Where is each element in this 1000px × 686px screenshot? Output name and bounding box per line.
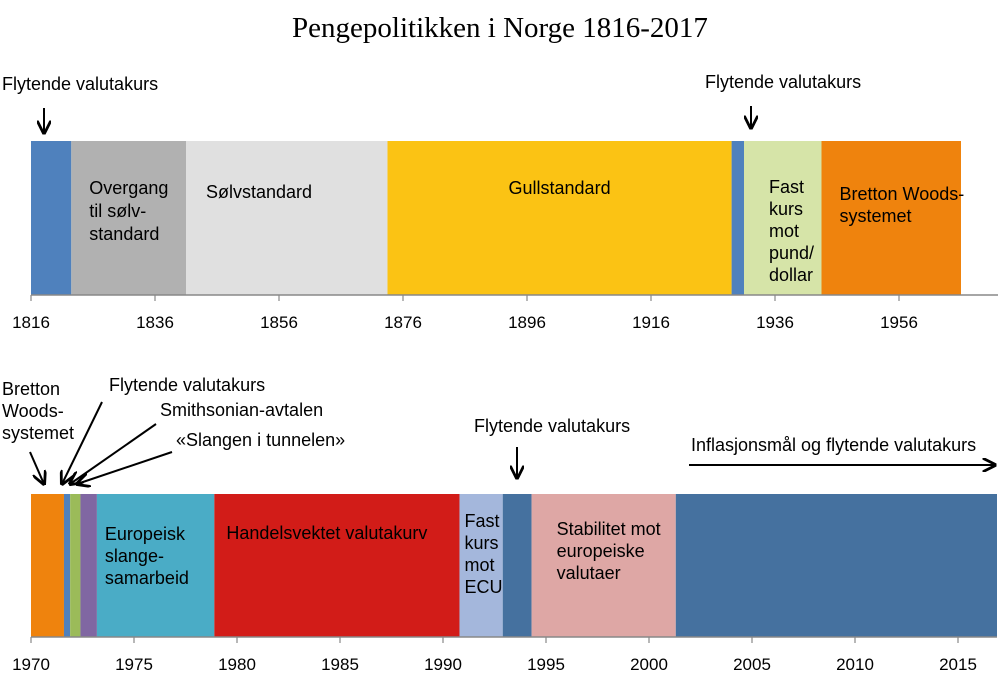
segment-label: mot (769, 221, 799, 241)
annotations: Flytende valutakurs Flytende valutakurs Br… (2, 72, 995, 484)
annotation-arrow (29, 451, 44, 484)
segment-label: Europeisk (105, 524, 186, 544)
segment-timeline_top-0 (31, 141, 72, 295)
annotation-label: Inflasjonsmål og flytende valutakurs (691, 435, 976, 455)
tick-label: 1936 (756, 313, 794, 332)
tick-label: 1970 (12, 655, 50, 674)
tick-label: 1816 (12, 313, 50, 332)
segment-label: valutaer (557, 563, 621, 583)
tick-label: 1916 (632, 313, 670, 332)
segment-label: Overgang (89, 178, 168, 198)
annotation-label: Flytende valutakurs (705, 72, 861, 92)
segment-timeline_bottom-9 (675, 494, 997, 637)
annotation-label: Bretton (2, 379, 60, 399)
segment-label: til sølv- (89, 201, 146, 221)
annotation-label: systemet (2, 423, 74, 443)
segment-timeline_bottom-0 (31, 494, 64, 637)
annotation-label: Flytende valutakurs (2, 74, 158, 94)
annotation-arrow (62, 401, 103, 484)
annotation-arrow (77, 451, 173, 484)
segment-label: samarbeid (105, 568, 189, 588)
tick-label: 2005 (733, 655, 771, 674)
segment-timeline_bottom-5 (214, 494, 460, 637)
segment-label: kurs (464, 533, 498, 553)
segment-label: systemet (840, 206, 912, 226)
segment-label: standard (89, 224, 159, 244)
tick-label: 1836 (136, 313, 174, 332)
segment-timeline_top-5 (744, 141, 822, 295)
top-timeline: Overgang til sølv-standard Sølvstandard Gul… (12, 141, 998, 332)
tick-label: 1980 (218, 655, 256, 674)
segment-label: Bretton Woods- (840, 184, 965, 204)
segment-timeline_bottom-4 (96, 494, 215, 637)
annotation-label: Flytende valutakurs (474, 416, 630, 436)
segment-label: Sølvstandard (206, 182, 312, 202)
segment-timeline_bottom-3 (80, 494, 97, 637)
segment-timeline_top-1 (71, 141, 186, 295)
segment-label: Gullstandard (509, 178, 611, 198)
segment-timeline_bottom-8 (531, 494, 676, 637)
segment-timeline_bottom-6 (459, 494, 503, 637)
segment-label: pund/ (769, 243, 814, 263)
tick-label: 2000 (630, 655, 668, 674)
tick-label: 1995 (527, 655, 565, 674)
segment-timeline_top-4 (731, 141, 744, 295)
annotation-arrow (70, 423, 157, 484)
segment-label: Fast (769, 177, 804, 197)
tick-label: 1985 (321, 655, 359, 674)
tick-label: 1876 (384, 313, 422, 332)
tick-label: 1956 (880, 313, 918, 332)
segment-label: dollar (769, 265, 813, 285)
chart-title: Pengepolitikken i Norge 1816-2017 (292, 12, 708, 44)
segment-label: slange- (105, 546, 164, 566)
tick-label: 2015 (939, 655, 977, 674)
tick-label: 1896 (508, 313, 546, 332)
segment-timeline_bottom-2 (70, 494, 81, 637)
tick-label: 2010 (836, 655, 874, 674)
segment-timeline_bottom-7 (502, 494, 532, 637)
tick-label: 1975 (115, 655, 153, 674)
segment-label: ECU (464, 577, 502, 597)
annotation-label: Woods- (2, 401, 64, 421)
segment-label: mot (464, 555, 494, 575)
segment-label: Handelsvektet valutakurv (226, 523, 427, 543)
tick-label: 1990 (424, 655, 462, 674)
segment-label: europeiske (557, 541, 645, 561)
segment-label: kurs (769, 199, 803, 219)
segment-timeline_bottom-1 (63, 494, 71, 637)
annotation-label: «Slangen i tunnelen» (176, 430, 345, 450)
segment-label: Fast (464, 511, 499, 531)
segment-timeline_top-2 (186, 141, 388, 295)
segment-timeline_top-6 (821, 141, 961, 295)
annotation-label: Flytende valutakurs (109, 375, 265, 395)
segment-label: Stabilitet mot (557, 519, 661, 539)
annotation-label: Smithsonian-avtalen (160, 400, 323, 420)
tick-label: 1856 (260, 313, 298, 332)
segment-timeline_top-3 (387, 141, 732, 295)
